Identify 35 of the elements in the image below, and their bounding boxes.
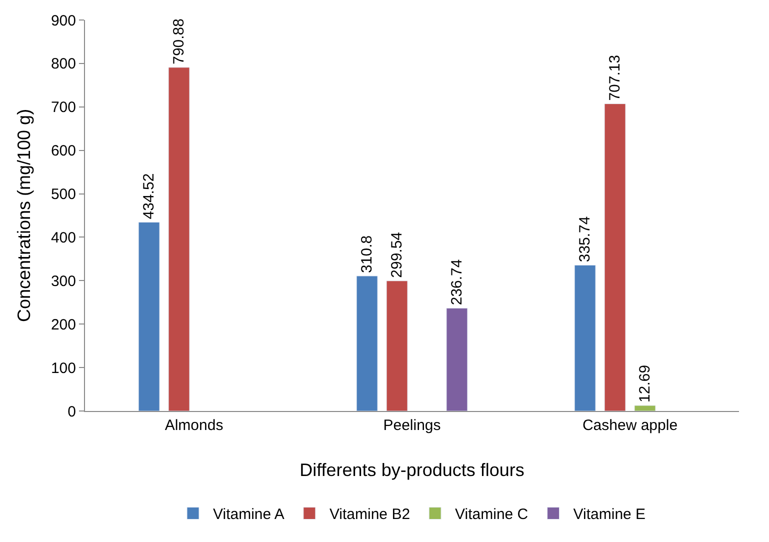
x-tick-label: Cashew apple	[582, 417, 678, 434]
bar	[574, 264, 596, 411]
bar	[168, 67, 190, 411]
data-label: 310.8	[358, 235, 376, 273]
legend-label: Vitamine C	[455, 506, 528, 524]
y-tick-label: 400	[50, 229, 76, 246]
y-tick-label: 900	[50, 12, 76, 30]
data-label: 12.69	[636, 364, 654, 402]
y-tick-label: 100	[50, 360, 76, 377]
data-label: 335.74	[576, 216, 594, 262]
bar	[356, 276, 378, 411]
y-tick-label: 600	[50, 142, 76, 160]
data-label: 434.52	[140, 173, 158, 220]
y-tick-label: 200	[50, 316, 76, 334]
legend-label: Vitamine E	[573, 506, 646, 524]
legend-label: Vitamine A	[213, 506, 284, 524]
bar	[604, 104, 626, 411]
y-tick-label: 0	[68, 403, 76, 420]
bar	[138, 222, 160, 411]
data-label: 707.13	[606, 54, 624, 101]
y-axis-title: Concentrations (mg/100 g)	[14, 108, 34, 322]
y-tick-label: 300	[50, 272, 76, 290]
data-label: 299.54	[388, 232, 406, 278]
x-tick-label: Almonds	[164, 417, 224, 434]
x-tick-label: Peelings	[383, 417, 441, 434]
y-tick-label: 700	[50, 99, 76, 116]
x-axis-title: Differents by-products flours	[300, 460, 524, 480]
bar	[386, 280, 408, 411]
data-label: 790.88	[170, 18, 188, 64]
bar	[446, 308, 468, 411]
data-label: 236.74	[448, 259, 466, 306]
y-tick-label: 500	[50, 186, 76, 204]
legend-label: Vitamine B2	[329, 506, 410, 524]
y-tick-label: 800	[50, 56, 76, 73]
bar	[634, 405, 656, 411]
